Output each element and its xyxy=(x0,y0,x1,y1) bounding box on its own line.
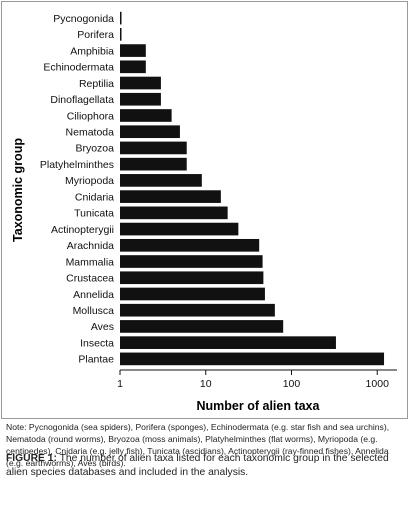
bar-crustacea xyxy=(120,271,264,285)
category-label-nematoda: Nematoda xyxy=(66,127,115,139)
category-label-cnidaria: Cnidaria xyxy=(75,191,114,203)
category-labels: Pycnogonida Porifera Amphibia Echinodermata… xyxy=(40,13,114,366)
bar-echinodermata xyxy=(120,60,146,74)
category-label-aves: Aves xyxy=(91,321,114,333)
x-tick-label-10: 10 xyxy=(200,378,212,390)
bar-bryozoa xyxy=(120,141,187,155)
y-axis-label: Taxonomic group xyxy=(11,138,25,242)
bars-group xyxy=(120,11,385,366)
category-label-tunicata: Tunicata xyxy=(74,208,114,220)
category-label-insecta: Insecta xyxy=(80,337,114,349)
bar-nematoda xyxy=(120,125,180,139)
category-label-dinoflagellata: Dinoflagellata xyxy=(50,94,114,106)
bar-dinoflagellata xyxy=(120,92,161,106)
category-label-crustacea: Crustacea xyxy=(66,273,114,285)
bar-porifera xyxy=(120,28,122,41)
bar-platyhelminthes xyxy=(120,157,187,171)
category-label-plantae: Plantae xyxy=(78,354,114,366)
bar-myriopoda xyxy=(120,174,202,187)
category-label-pycnogonida: Pycnogonida xyxy=(53,13,114,25)
bar-pycnogonida xyxy=(120,11,122,25)
figure-frame xyxy=(1,1,408,419)
bar-aves xyxy=(120,320,284,333)
bar-plantae xyxy=(120,352,385,366)
category-label-arachnida: Arachnida xyxy=(67,240,114,252)
category-label-mammalia: Mammalia xyxy=(66,256,115,268)
x-tick-label-1000: 1000 xyxy=(366,378,390,390)
caption-label: FIGURE 1: xyxy=(6,453,57,464)
bar-arachnida xyxy=(120,238,260,252)
category-label-bryozoa: Bryozoa xyxy=(75,143,114,155)
bar-mollusca xyxy=(120,303,275,317)
bar-chart: Pycnogonida Porifera Amphibia Echinodermata… xyxy=(11,11,397,413)
category-label-mollusca: Mollusca xyxy=(73,305,115,317)
bar-ciliophora xyxy=(120,109,172,122)
x-tick-label-1: 1 xyxy=(117,378,123,390)
category-label-ciliophora: Ciliophora xyxy=(67,110,114,122)
category-label-actinopterygii: Actinopterygii xyxy=(51,224,114,236)
category-label-platyhelminthes: Platyhelminthes xyxy=(40,159,114,171)
figure-caption: FIGURE 1: The number of alien taxa liste… xyxy=(6,452,406,479)
x-axis: 1 10 100 1000 xyxy=(117,369,397,390)
x-tick-label-100: 100 xyxy=(283,378,301,390)
category-label-annelida: Annelida xyxy=(73,289,114,301)
category-label-myriopoda: Myriopoda xyxy=(65,175,114,187)
category-label-echinodermata: Echinodermata xyxy=(43,62,114,74)
caption-text: The number of alien taxa listed for each… xyxy=(6,453,389,478)
bar-cnidaria xyxy=(120,190,221,203)
x-axis-label: Number of alien taxa xyxy=(197,399,321,413)
bar-reptilia xyxy=(120,76,161,90)
category-label-amphibia: Amphibia xyxy=(70,45,114,57)
bar-tunicata xyxy=(120,206,228,220)
bar-annelida xyxy=(120,287,265,301)
bar-insecta xyxy=(120,336,336,349)
bar-actinopterygii xyxy=(120,222,239,236)
chart-note: Note: Pycnogonida (sea spiders), Porifer… xyxy=(6,422,390,468)
bar-amphibia xyxy=(120,44,146,57)
category-label-reptilia: Reptilia xyxy=(79,78,114,90)
bar-mammalia xyxy=(120,255,263,268)
category-label-porifera: Porifera xyxy=(77,29,114,41)
